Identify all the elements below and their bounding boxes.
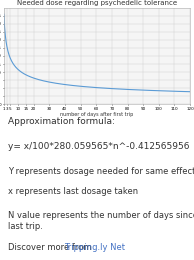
Text: Tripping.ly Net: Tripping.ly Net [64, 243, 125, 252]
X-axis label: number of days after first trip: number of days after first trip [60, 112, 134, 117]
Text: N value represents the number of days since
last trip.: N value represents the number of days si… [8, 211, 194, 231]
Text: Discover more from: Discover more from [8, 243, 94, 252]
Text: y= x/100*280.059565*n^-0.412565956: y= x/100*280.059565*n^-0.412565956 [8, 142, 189, 151]
Text: Approximation formula:: Approximation formula: [8, 118, 115, 126]
Text: Y represents dosage needed for same effect: Y represents dosage needed for same effe… [8, 167, 194, 176]
Text: x represents last dosage taken: x represents last dosage taken [8, 187, 138, 196]
Title: Needed dose regarding psychedelic tolerance: Needed dose regarding psychedelic tolera… [17, 0, 177, 6]
